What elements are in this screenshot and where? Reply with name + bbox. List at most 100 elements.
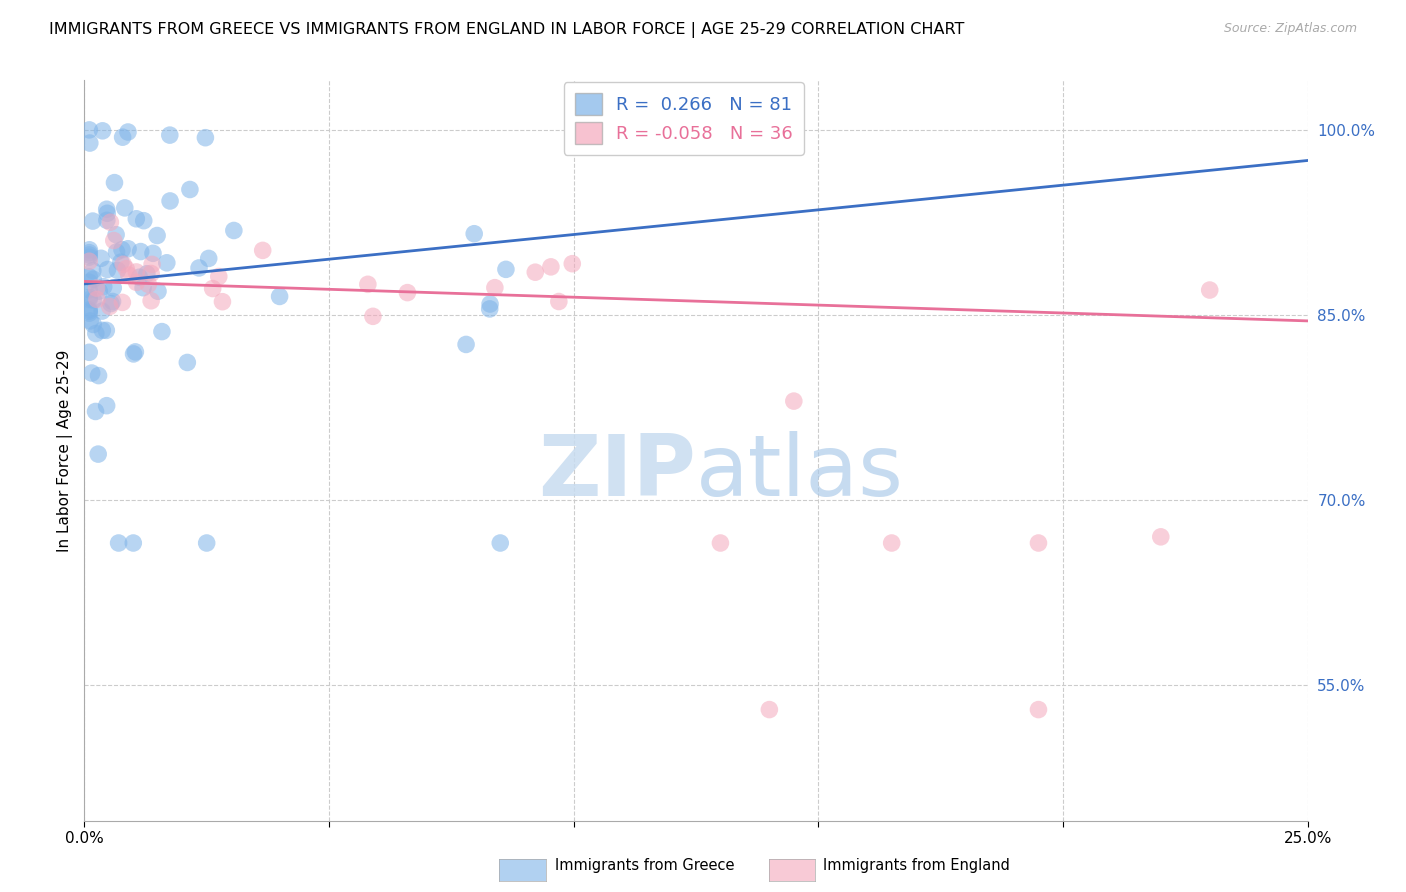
Point (107, 263, 129, 277)
Point (495, 262, 517, 277)
Point (709, 536, 731, 550)
Point (82, 263, 104, 277)
Point (77, 283, 100, 297)
Point (159, 194, 181, 208)
Point (125, 211, 148, 226)
Point (93, 279, 115, 293)
Point (82, 272, 104, 286)
Point (758, 703, 780, 717)
Point (79, 136, 101, 150)
Point (82, 318, 104, 332)
Point (87, 368, 110, 383)
Point (91, 304, 114, 318)
Point (110, 255, 132, 269)
Point (96, 206, 118, 220)
Point (79, 243, 101, 257)
Point (122, 536, 145, 550)
Point (146, 228, 169, 243)
Text: Immigrants from England: Immigrants from England (823, 858, 1010, 872)
Point (107, 536, 129, 550)
Point (1028, 536, 1050, 550)
Point (91, 124, 114, 138)
Point (150, 325, 173, 339)
Point (194, 130, 217, 145)
Text: Source: ZipAtlas.com: Source: ZipAtlas.com (1223, 22, 1357, 36)
Point (142, 246, 165, 260)
Point (82, 293, 104, 307)
Point (114, 201, 136, 215)
Text: ZIP: ZIP (538, 431, 696, 514)
Point (77, 250, 100, 264)
Point (90, 252, 112, 266)
Point (269, 289, 291, 303)
Point (77, 293, 100, 307)
Point (100, 215, 122, 229)
Text: Immigrants from Greece: Immigrants from Greece (555, 858, 735, 872)
Point (222, 223, 245, 237)
Point (129, 244, 152, 259)
Point (489, 536, 512, 550)
Point (211, 294, 233, 309)
Point (77, 248, 100, 262)
Point (96, 399, 118, 413)
Point (103, 281, 125, 295)
Y-axis label: In Labor Force | Age 25-29: In Labor Force | Age 25-29 (58, 350, 73, 551)
Point (103, 234, 125, 248)
Point (156, 256, 179, 270)
Point (479, 297, 502, 311)
Point (252, 244, 274, 258)
Point (783, 394, 806, 409)
Point (86, 293, 108, 307)
Point (79, 314, 101, 328)
Point (141, 257, 163, 271)
Point (98, 300, 121, 314)
Point (77, 302, 100, 317)
Point (132, 281, 155, 295)
Point (138, 277, 160, 292)
Point (111, 130, 134, 145)
Point (84, 326, 107, 341)
Point (115, 261, 138, 276)
Point (146, 285, 169, 299)
Point (561, 257, 583, 271)
Point (132, 213, 155, 227)
Point (547, 294, 569, 309)
Point (197, 252, 219, 266)
Point (135, 267, 157, 281)
Point (84, 404, 107, 418)
Point (1150, 530, 1173, 544)
Point (87, 447, 110, 461)
Point (80, 366, 103, 380)
Point (125, 276, 148, 290)
Point (117, 242, 139, 256)
Point (179, 182, 201, 196)
Point (361, 310, 384, 324)
Point (101, 294, 124, 309)
Point (201, 281, 224, 295)
Point (880, 536, 903, 550)
Point (478, 301, 501, 316)
Point (540, 260, 562, 274)
Point (484, 280, 506, 294)
Point (208, 269, 231, 284)
Point (105, 227, 128, 242)
Point (141, 267, 163, 281)
Point (1198, 283, 1220, 297)
Point (111, 295, 134, 310)
Point (103, 176, 125, 190)
Point (77, 345, 100, 359)
Point (86, 281, 108, 295)
Point (105, 244, 128, 259)
Point (79, 123, 101, 137)
Point (118, 268, 141, 282)
Point (128, 270, 150, 285)
Point (77, 275, 100, 289)
Point (96, 202, 118, 217)
Point (454, 337, 477, 351)
Point (112, 257, 135, 271)
Point (1028, 703, 1050, 717)
Point (96, 213, 118, 227)
Point (463, 227, 485, 241)
Point (524, 265, 547, 279)
Point (77, 291, 100, 305)
